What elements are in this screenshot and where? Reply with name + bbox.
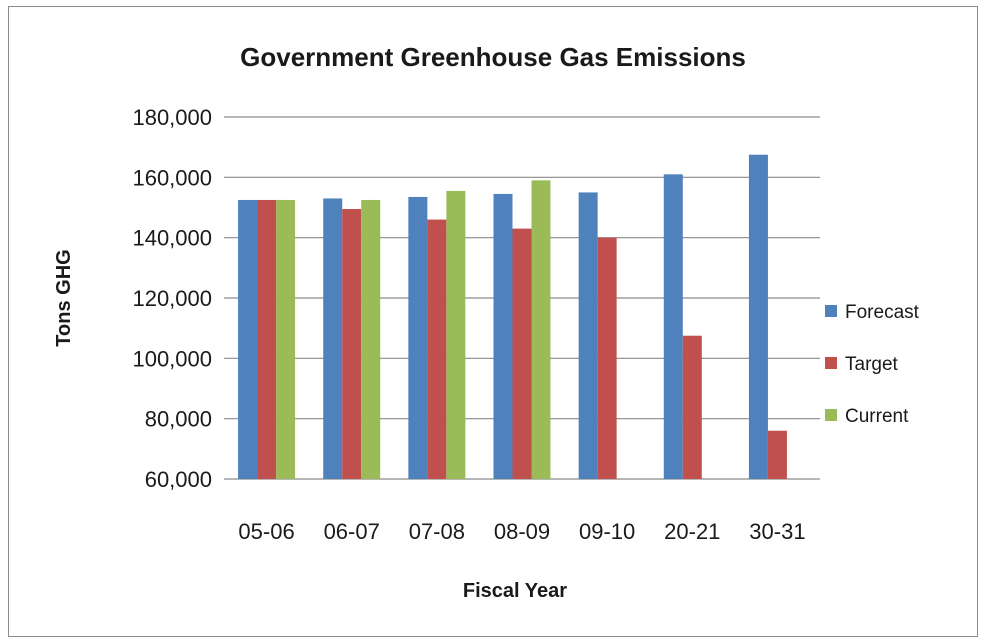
y-tick-labels: 60,000 80,000 100,000 120,000 140,000 160,000… [132, 105, 212, 492]
chart-title: Government Greenhouse Gas Emissions [240, 42, 746, 72]
y-tick-label: 140,000 [132, 226, 212, 251]
bar-forecast [748, 154, 768, 480]
x-tick-label: 09-10 [579, 519, 635, 544]
bar-current [276, 199, 296, 480]
bar-forecast [323, 198, 343, 479]
bar-target [597, 237, 617, 479]
bar-target [767, 430, 787, 479]
legend-label-target: Target [845, 354, 899, 375]
bar-forecast [493, 193, 513, 480]
bars [238, 154, 787, 480]
bar-current [446, 190, 466, 480]
bar-forecast [408, 196, 428, 480]
legend-label-forecast: Forecast [845, 302, 920, 323]
bar-target [682, 335, 702, 479]
x-axis-title: Fiscal Year [463, 580, 567, 602]
bar-current [531, 180, 551, 479]
legend-label-current: Current [845, 406, 909, 427]
bar-target [342, 209, 362, 479]
bar-target [512, 228, 532, 479]
legend-swatch-target [825, 357, 837, 369]
x-tick-label: 05-06 [238, 519, 294, 544]
bar-forecast [578, 192, 598, 479]
legend-swatch-current [825, 409, 837, 421]
x-tick-label: 07-08 [409, 519, 465, 544]
x-tick-label: 30-31 [749, 519, 805, 544]
y-axis-title: Tons GHG [53, 249, 75, 346]
bar-forecast [238, 199, 258, 480]
y-tick-label: 180,000 [132, 105, 212, 130]
chart-frame [8, 6, 978, 637]
x-tick-labels: 05-06 06-07 07-08 08-09 09-10 20-21 30-31 [238, 519, 805, 544]
bar-target [257, 199, 277, 480]
bar-current [361, 199, 381, 480]
x-tick-label: 08-09 [494, 519, 550, 544]
bar-target [427, 219, 447, 480]
y-tick-label: 80,000 [145, 407, 212, 432]
legend-swatch-forecast [825, 305, 837, 317]
legend: Forecast Target Current [825, 302, 920, 427]
y-tick-label: 120,000 [132, 286, 212, 311]
x-tick-label: 20-21 [664, 519, 720, 544]
x-tick-label: 06-07 [324, 519, 380, 544]
bar-forecast [663, 174, 683, 480]
y-tick-label: 160,000 [132, 165, 212, 190]
y-tick-label: 100,000 [132, 346, 212, 371]
y-tick-label: 60,000 [145, 467, 212, 492]
